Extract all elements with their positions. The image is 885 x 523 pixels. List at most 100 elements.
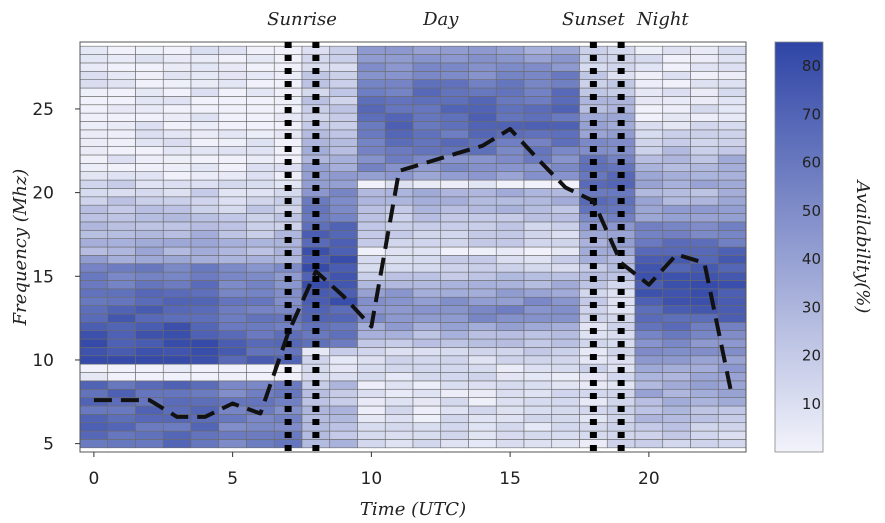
heatmap-cell [190,146,220,156]
heatmap-cell [523,221,553,231]
heatmap-cell [523,238,553,248]
heatmap-cell [412,54,442,64]
heatmap-cell [218,45,247,55]
heatmap-cell [551,255,580,265]
heatmap-cell [107,372,136,382]
heatmap-cell [162,121,192,131]
x-tick-label: 0 [88,469,99,489]
heatmap-cell [384,196,414,206]
heatmap-cell [662,355,691,365]
heatmap-cell [412,372,442,382]
heatmap-cell [634,330,664,340]
heatmap-cell [135,87,164,97]
heatmap-cell [79,388,109,398]
heatmap-cell [551,121,580,131]
heatmap-cell [690,196,719,206]
heatmap-cell [717,229,747,239]
heatmap-cell [384,363,414,373]
heatmap-cell [690,54,719,64]
heatmap-cell [329,397,358,407]
heatmap-cell [495,372,525,382]
heatmap-cell [468,246,497,256]
heatmap-cell [634,204,664,214]
heatmap-cell [357,96,386,106]
heatmap-cell [551,62,580,72]
heatmap-cell [551,397,580,407]
heatmap-cell [662,204,691,214]
heatmap-cell [357,87,386,97]
heatmap-cell [690,439,719,449]
heatmap-cell [662,196,691,206]
heatmap-cell [357,179,386,189]
heatmap-cell [717,271,747,281]
heatmap-cell [135,305,164,315]
heatmap-cell [551,163,580,173]
heatmap-cell [412,305,442,315]
heatmap-cell [412,188,442,198]
heatmap-cell [329,96,358,106]
y-tick-label: 10 [32,351,54,371]
heatmap-cell [107,414,136,424]
heatmap-cell [468,79,497,89]
heatmap-cell [329,171,358,181]
heatmap-cell [329,322,358,331]
heatmap-cell [79,54,109,64]
heatmap-cell [717,137,747,147]
heatmap-cell [495,112,525,122]
heatmap-cell [329,271,358,281]
heatmap-cell [634,296,664,306]
heatmap-cell [246,372,275,382]
heatmap-cell [523,288,553,298]
heatmap-cell [107,204,136,214]
heatmap-cell [329,121,358,131]
heatmap-cell [468,305,497,315]
heatmap-cell [107,70,136,80]
heatmap-cell [218,121,247,131]
heatmap-cell [218,163,247,173]
heatmap-cell [246,422,275,432]
heatmap-cell [246,255,275,265]
heatmap-cell [634,288,664,298]
y-tick-label: 5 [43,435,54,455]
heatmap-cell [190,439,220,449]
heatmap-cell [662,62,691,72]
heatmap-cell [412,414,442,424]
heatmap-cell [440,271,469,281]
heatmap-cell [662,372,691,382]
heatmap-cell [79,163,109,173]
heatmap-cell [690,163,719,173]
heatmap-cell [135,179,164,189]
heatmap-cell [551,112,580,122]
heatmap-cell [690,96,719,106]
heatmap-cell [273,137,303,147]
heatmap-cell [357,305,386,315]
heatmap-cell [79,271,109,281]
heatmap-cell [690,280,719,290]
heatmap-cell [440,196,469,206]
heatmap-cell [468,313,497,323]
heatmap-cell [606,255,636,265]
heatmap-cell [246,104,275,114]
heatmap-cell [246,263,275,273]
heatmap-cell [717,96,747,106]
heatmap-cell [135,388,164,398]
heatmap-cell [190,422,220,432]
heatmap-cell [246,305,275,315]
heatmap-cell [634,112,664,122]
heatmap-cell [384,70,414,80]
heatmap-cell [440,163,469,173]
heatmap-cell [384,355,414,365]
heatmap-cell [135,146,164,156]
heatmap-cell [79,322,109,331]
heatmap-cell [440,347,469,357]
heatmap-cell [246,229,275,239]
heatmap-cell [634,154,664,164]
heatmap-cell [162,146,192,156]
heatmap-cell [717,322,747,331]
heatmap-cell [468,439,497,449]
heatmap-cell [218,221,247,231]
heatmap-cell [690,154,719,164]
heatmap-cell [523,271,553,281]
heatmap-cell [79,196,109,206]
heatmap-cell [440,422,469,432]
